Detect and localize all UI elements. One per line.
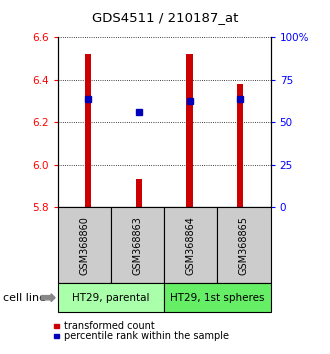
Text: percentile rank within the sample: percentile rank within the sample: [64, 331, 229, 341]
Bar: [237, 84, 243, 207]
Text: GSM368863: GSM368863: [133, 216, 143, 275]
Text: HT29, parental: HT29, parental: [72, 293, 150, 303]
Text: cell line: cell line: [3, 293, 46, 303]
Text: GSM368864: GSM368864: [186, 216, 196, 275]
Text: GSM368865: GSM368865: [239, 216, 249, 275]
Text: transformed count: transformed count: [64, 321, 155, 331]
Bar: [186, 54, 193, 207]
Bar: [136, 179, 142, 207]
Text: GSM368860: GSM368860: [79, 216, 89, 275]
Text: HT29, 1st spheres: HT29, 1st spheres: [170, 293, 265, 303]
Text: GDS4511 / 210187_at: GDS4511 / 210187_at: [92, 11, 238, 24]
Bar: [85, 54, 91, 207]
